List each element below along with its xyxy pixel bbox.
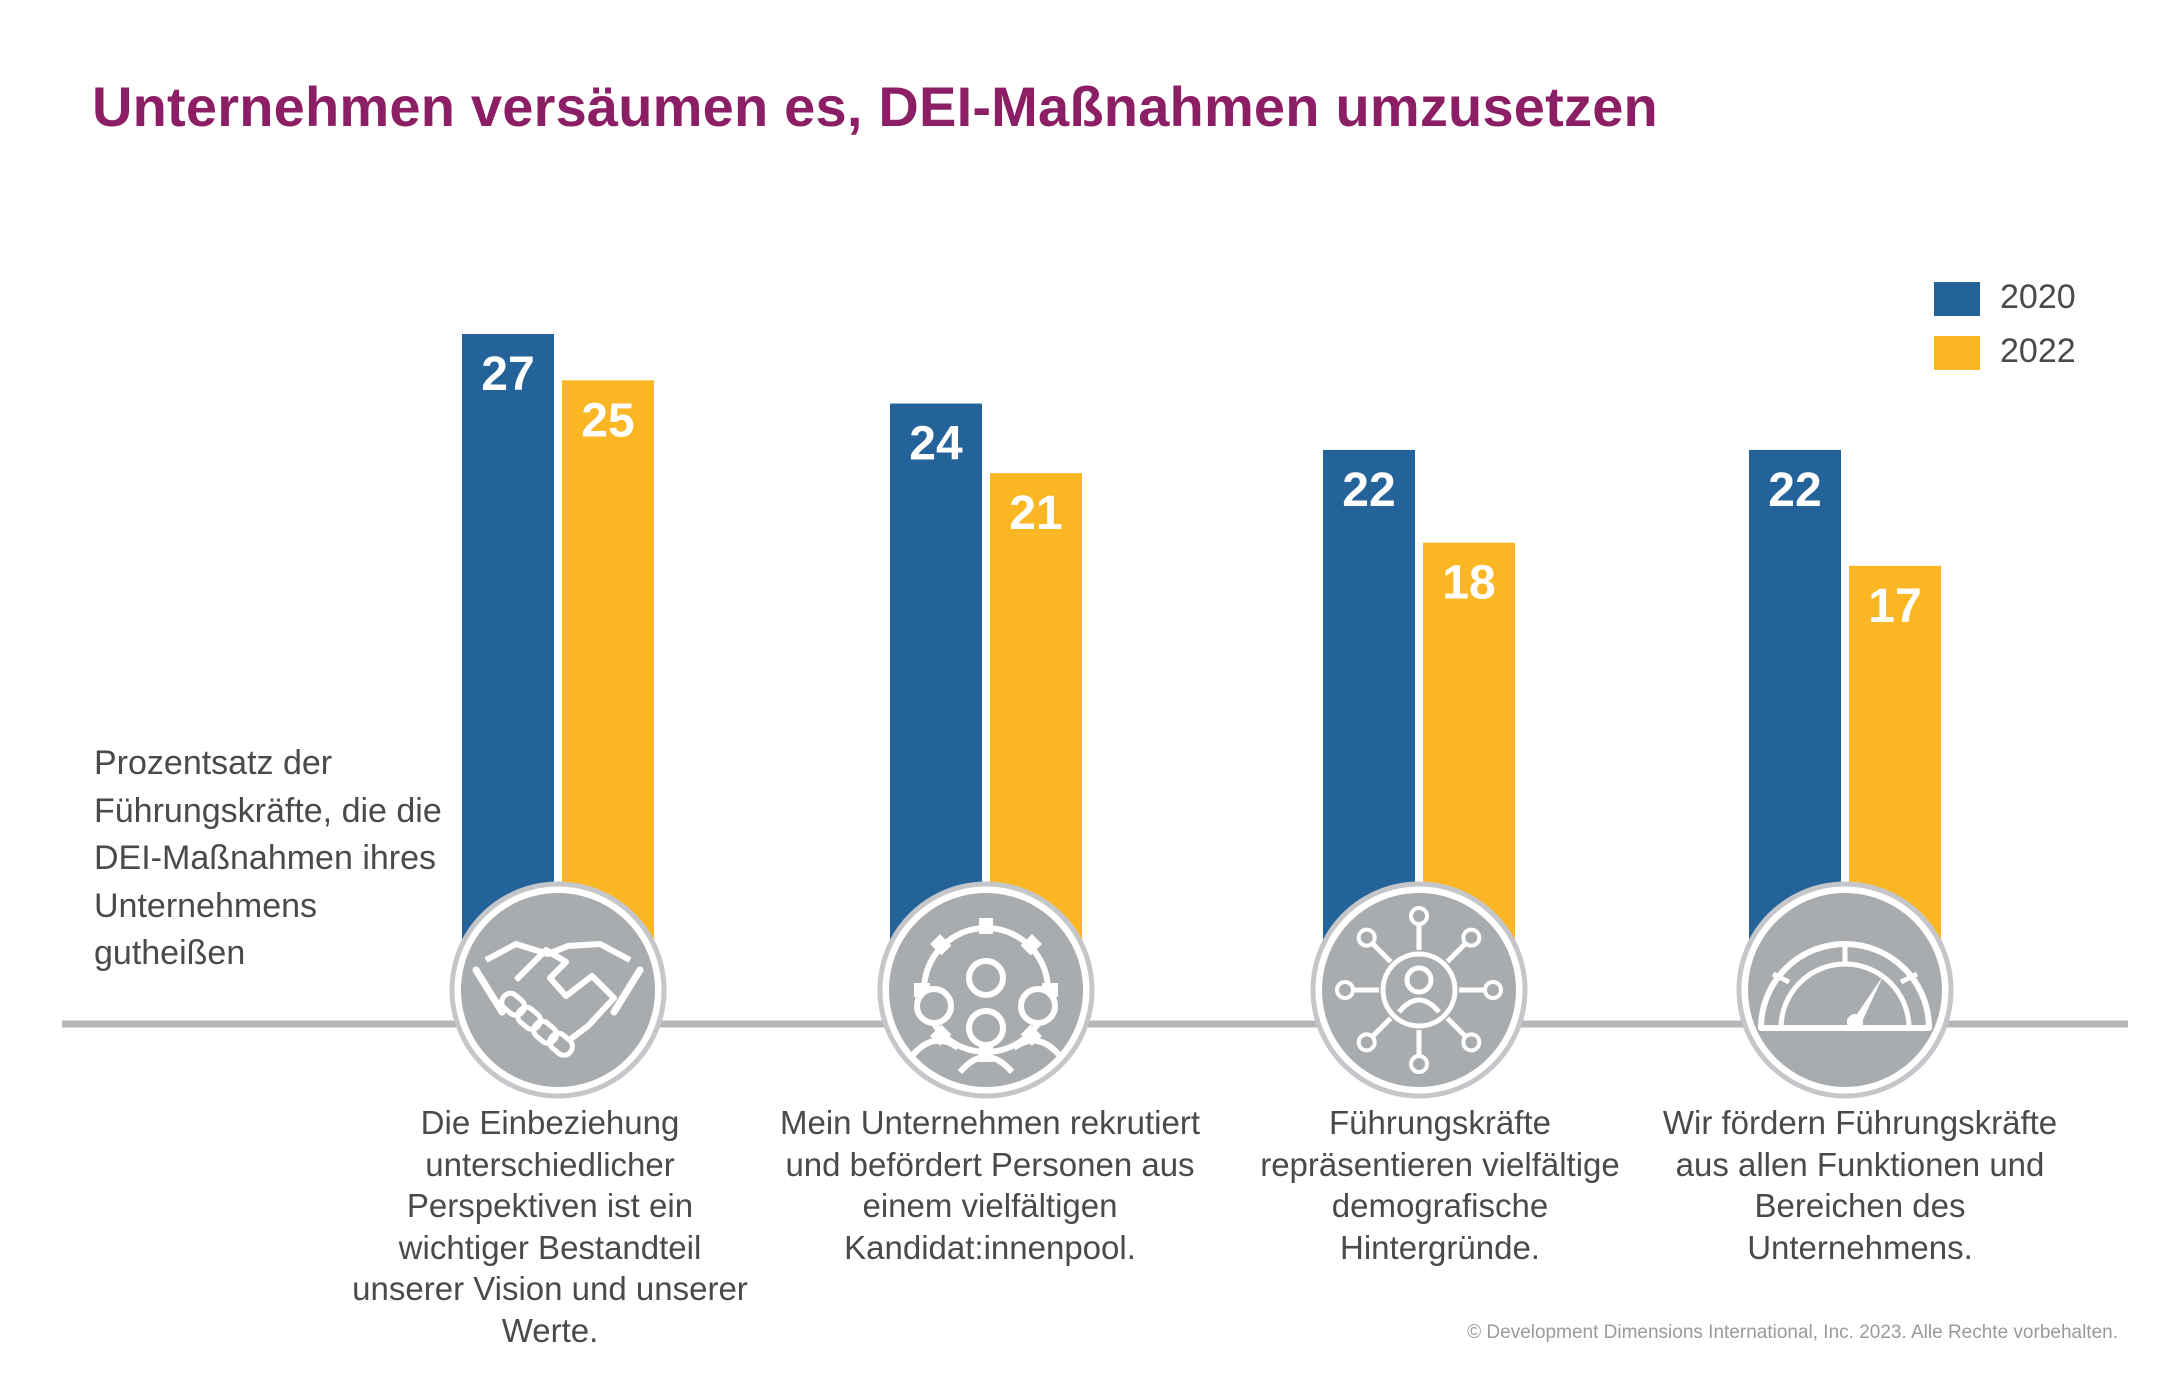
bar-value-label: 17: [1868, 580, 1921, 633]
handshake-icon: [449, 881, 667, 1099]
legend-swatch-2022: [1934, 336, 1980, 370]
bar-value-label: 18: [1442, 557, 1495, 610]
category-label: Die Einbeziehung unterschiedlicher Persp…: [352, 1104, 748, 1349]
speedometer-icon: [1736, 881, 1954, 1099]
y-axis-label: Prozentsatz der Führungskräfte, die die …: [94, 744, 442, 972]
bar-2020: [1749, 449, 1841, 960]
chart-title: Unternehmen versäumen es, DEI-Maßnahmen …: [92, 75, 1658, 138]
category-label: Wir fördern Führungskräfte aus allen Fun…: [1662, 1104, 2058, 1266]
bars-layer: 27 25 24 21 22 18 22 17: [462, 334, 1941, 960]
bar-2022: [990, 473, 1082, 960]
category-label: Mein Unternehmen rekrutiert und beförder…: [780, 1104, 1201, 1266]
bar-2020: [890, 403, 982, 960]
category-label: Führungskräfte repräsentieren vielfältig…: [1260, 1104, 1620, 1266]
legend-label-2022: 2022: [2000, 332, 2076, 370]
icons-layer: [449, 881, 1954, 1099]
bar-value-label: 27: [481, 348, 534, 401]
bar-2020: [1323, 449, 1415, 960]
legend-swatch-2020: [1934, 282, 1980, 316]
bar-value-label: 22: [1342, 464, 1395, 517]
bar-value-label: 24: [909, 418, 963, 471]
people-gear-icon: [877, 881, 1095, 1099]
bar-2022: [562, 380, 654, 960]
bar-value-label: 21: [1009, 487, 1062, 540]
copyright-notice: © Development Dimensions International, …: [1467, 1322, 2118, 1343]
bar-value-label: 25: [581, 394, 634, 447]
network-person-icon: [1310, 881, 1528, 1099]
legend-label-2020: 2020: [2000, 278, 2076, 316]
bar-2020: [462, 334, 554, 960]
bar-value-label: 22: [1768, 464, 1821, 517]
